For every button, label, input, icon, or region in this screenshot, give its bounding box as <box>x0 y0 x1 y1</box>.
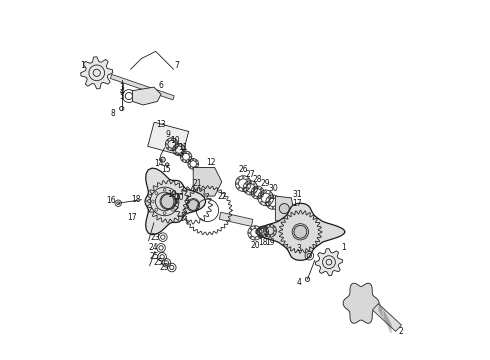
Text: 28: 28 <box>253 175 262 184</box>
Text: 10: 10 <box>171 136 180 145</box>
Text: 18: 18 <box>131 195 141 204</box>
Text: 1: 1 <box>341 243 345 252</box>
Polygon shape <box>145 168 206 235</box>
Polygon shape <box>316 249 343 276</box>
Bar <box>147 122 189 156</box>
Text: 26: 26 <box>239 165 248 174</box>
Text: 16: 16 <box>106 196 116 205</box>
Text: 18: 18 <box>258 238 268 247</box>
Circle shape <box>293 208 300 216</box>
Polygon shape <box>193 167 222 196</box>
Text: 3: 3 <box>120 83 124 92</box>
Polygon shape <box>275 196 293 221</box>
Text: 7: 7 <box>175 61 179 70</box>
Text: 20: 20 <box>250 241 260 250</box>
Text: 27: 27 <box>245 170 255 179</box>
Polygon shape <box>81 57 113 89</box>
Circle shape <box>294 225 307 238</box>
Text: 19: 19 <box>167 190 176 199</box>
Text: 30: 30 <box>268 184 278 193</box>
Polygon shape <box>110 75 174 100</box>
Text: 11: 11 <box>178 143 187 152</box>
Circle shape <box>188 200 198 210</box>
Circle shape <box>160 157 165 162</box>
Circle shape <box>279 203 289 213</box>
Circle shape <box>165 163 169 166</box>
Text: 13: 13 <box>156 120 166 129</box>
Text: 31: 31 <box>292 190 302 199</box>
Text: 14: 14 <box>154 159 163 168</box>
Text: 29: 29 <box>261 179 270 188</box>
Text: 1: 1 <box>80 61 85 70</box>
Text: 6: 6 <box>159 81 164 90</box>
Text: 25: 25 <box>159 263 169 272</box>
Text: 22: 22 <box>217 192 226 201</box>
Text: 17: 17 <box>128 213 137 222</box>
Text: 4: 4 <box>120 87 124 96</box>
Text: 2: 2 <box>398 327 403 336</box>
Circle shape <box>161 194 175 208</box>
Text: 23: 23 <box>150 233 160 242</box>
Polygon shape <box>219 212 253 226</box>
Text: 17: 17 <box>292 199 302 208</box>
Text: 21: 21 <box>192 179 201 188</box>
Text: 25: 25 <box>149 252 159 261</box>
Text: 4: 4 <box>296 278 301 287</box>
Polygon shape <box>132 87 161 105</box>
Text: 12: 12 <box>206 158 216 167</box>
Text: 15: 15 <box>161 165 171 174</box>
Text: 9: 9 <box>166 130 171 139</box>
Text: 20: 20 <box>174 193 184 202</box>
Polygon shape <box>372 304 401 332</box>
Text: 8: 8 <box>110 109 115 118</box>
Text: 25: 25 <box>154 258 163 267</box>
Text: 19: 19 <box>265 238 275 247</box>
Text: 24: 24 <box>148 243 158 252</box>
Text: 5: 5 <box>120 92 124 101</box>
Text: 3: 3 <box>296 244 301 253</box>
Polygon shape <box>343 283 379 323</box>
Polygon shape <box>256 203 345 260</box>
